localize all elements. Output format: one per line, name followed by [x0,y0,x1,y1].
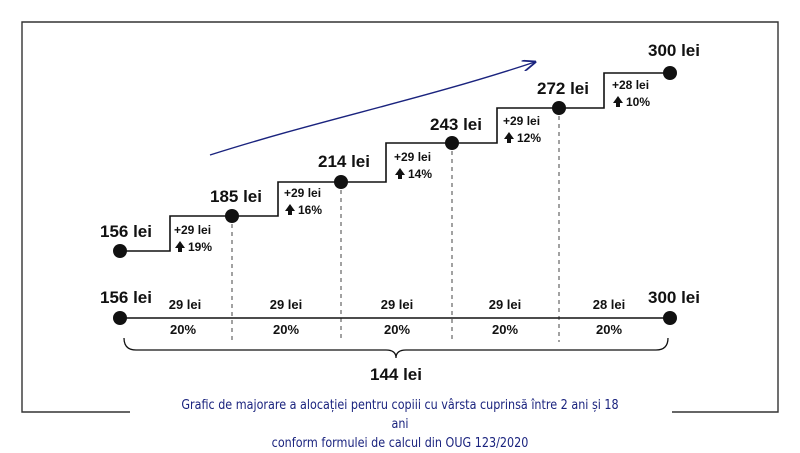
timeline-start-dot [113,311,127,325]
segment-percent: 20% [170,322,196,337]
segment-percent: 20% [492,322,518,337]
segment-percent: 20% [384,322,410,337]
up-arrow-icon [613,96,623,107]
segment-percent: 20% [273,322,299,337]
step-dot [334,175,348,189]
percent-label: 19% [188,240,212,254]
segment-amount: 29 lei [169,297,202,312]
step-value-label: 214 lei [318,152,370,171]
timeline-end-label: 300 lei [648,288,700,307]
increase-label: +29 lei [503,114,540,128]
up-arrow-icon [504,132,514,143]
step-value-label: 185 lei [210,187,262,206]
timeline-start-label: 156 lei [100,288,152,307]
step-dot [663,66,677,80]
step-dots [113,66,677,258]
step-value-label: 300 lei [648,41,700,60]
increase-label: +29 lei [174,223,211,237]
step-dot [552,101,566,115]
step-value-label: 156 lei [100,222,152,241]
segment-percent: 20% [596,322,622,337]
step-dot [225,209,239,223]
increase-label: +28 lei [612,78,649,92]
segment-amount: 29 lei [489,297,522,312]
timeline-end-dot [663,311,677,325]
step-dot [113,244,127,258]
up-arrow-icon [395,168,405,179]
percent-label: 12% [517,131,541,145]
increase-label: +29 lei [394,150,431,164]
step-line [120,72,670,252]
segment-amount: 29 lei [270,297,303,312]
step-value-label: 243 lei [430,115,482,134]
total-label: 144 lei [370,365,422,384]
dashed-guides [231,108,560,342]
caption: Grafic de majorare a alocației pentru co… [176,396,623,453]
up-arrow-icon [285,204,295,215]
up-arrow-icons [175,96,623,252]
frame-border [21,21,779,413]
step-dot [445,136,459,150]
step-value-label: 272 lei [537,79,589,98]
percent-label: 10% [626,95,650,109]
caption-line-2: conform formulei de calcul din OUG 123/2… [271,436,529,451]
trend-arrow-icon [209,62,535,156]
segment-amount: 28 lei [593,297,626,312]
percent-label: 14% [408,167,432,181]
percent-label: 16% [298,203,322,217]
total-brace [123,337,669,359]
up-arrow-icon [175,241,185,252]
caption-line-1: Grafic de majorare a alocației pentru co… [181,398,619,432]
segment-amount: 29 lei [381,297,414,312]
increase-label: +29 lei [284,186,321,200]
